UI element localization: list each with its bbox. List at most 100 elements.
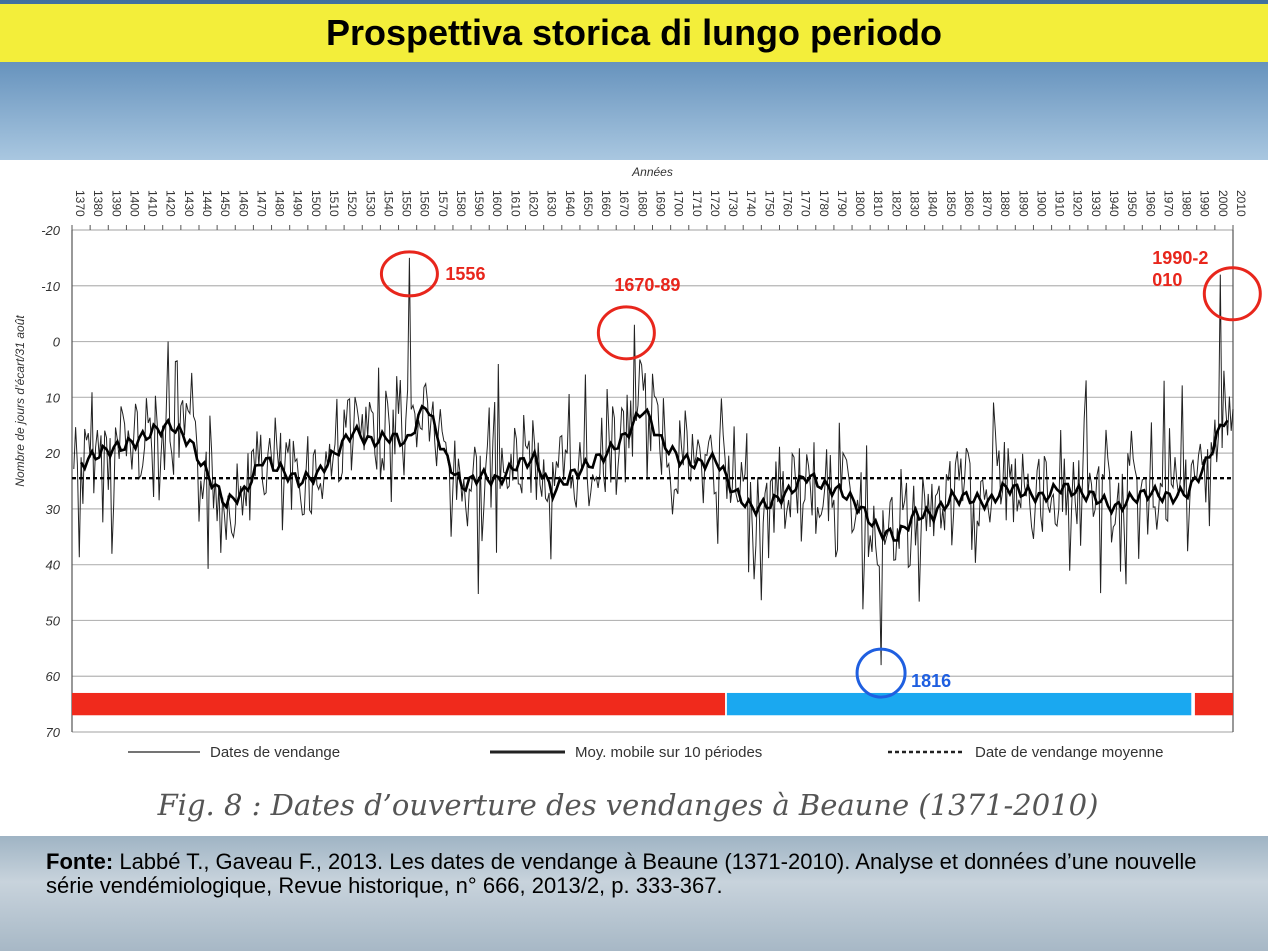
x-tick-label: 1830 — [907, 190, 921, 217]
period-band — [1194, 692, 1233, 716]
x-tick-label: 2010 — [1234, 190, 1248, 217]
x-tick-label: 1760 — [780, 190, 794, 217]
source-text: Labbé T., Gaveau F., 2013. Les dates de … — [46, 849, 1197, 898]
x-tick-label: 1440 — [200, 190, 214, 217]
x-tick-label: 1550 — [400, 190, 414, 217]
slide-title: Prospettiva storica di lungo periodo — [325, 12, 943, 53]
y-axis-title: Nombre de jours d’écart/31 août — [13, 315, 27, 487]
annotation-label: 1990-2 010 — [1152, 248, 1208, 290]
x-tick-label: 1660 — [599, 190, 613, 217]
x-tick-label: 1460 — [236, 190, 250, 217]
y-tick-label: 40 — [46, 558, 61, 573]
x-tick-label: 1590 — [472, 190, 486, 217]
annotation-label: 1816 — [911, 671, 951, 691]
x-tick-label: 1800 — [853, 190, 867, 217]
annotation-circle — [596, 305, 656, 361]
x-tick-label: 1680 — [635, 190, 649, 217]
y-tick-label: -20 — [41, 223, 61, 238]
x-tick-label: 1730 — [726, 190, 740, 217]
x-tick-label: 1880 — [998, 190, 1012, 217]
x-tick-label: 1910 — [1053, 190, 1067, 217]
x-tick-label: 1560 — [418, 190, 432, 217]
x-tick-label: 1520 — [345, 190, 359, 217]
x-tick-label: 1570 — [436, 190, 450, 217]
y-tick-label: 30 — [46, 502, 61, 517]
x-tick-label: 1950 — [1125, 190, 1139, 217]
legend-label: Date de vendange moyenne — [975, 744, 1163, 761]
x-tick-label: 1650 — [581, 190, 595, 217]
period-band — [726, 692, 1192, 716]
x-tick-label: 1710 — [690, 190, 704, 217]
y-tick-label: -10 — [41, 279, 61, 294]
x-tick-label: 2000 — [1216, 190, 1230, 217]
x-tick-label: 1640 — [563, 190, 577, 217]
x-tick-label: 1700 — [672, 190, 686, 217]
x-tick-label: 1600 — [490, 190, 504, 217]
x-tick-label: 1450 — [218, 190, 232, 217]
annotation-label-line: 010 — [1152, 270, 1182, 290]
x-tick-label: 1420 — [164, 190, 178, 217]
x-tick-label: 1530 — [363, 190, 377, 217]
chart: Années Nombre de jours d’écart/31 août -20… — [13, 165, 1262, 822]
y-tick-label: 70 — [46, 725, 61, 740]
x-tick-label: 1610 — [508, 190, 522, 217]
x-tick-label: 1810 — [871, 190, 885, 217]
x-tick-label: 1380 — [91, 190, 105, 217]
y-tick-label: 60 — [46, 669, 61, 684]
legend-label: Moy. mobile sur 10 périodes — [575, 744, 762, 761]
x-tick-label: 1790 — [835, 190, 849, 217]
x-tick-label: 1750 — [762, 190, 776, 217]
x-tick-label: 1620 — [527, 190, 541, 217]
annotation-circle — [855, 647, 907, 699]
x-tick-label: 1930 — [1089, 190, 1103, 217]
x-tick-label: 1410 — [146, 190, 160, 217]
annotation-circle — [1202, 266, 1262, 322]
y-tick-label: 20 — [45, 446, 61, 461]
y-tick-label: 0 — [53, 335, 61, 350]
annotation-label: 1556 — [445, 264, 485, 284]
figure-caption: Fig. 8 : Dates d’ouverture des vendanges… — [157, 788, 1099, 822]
x-tick-label: 1780 — [817, 190, 831, 217]
x-tick-label: 1480 — [273, 190, 287, 217]
x-tick-label: 1720 — [708, 190, 722, 217]
slide-title-bar: Prospettiva storica di lungo periodo — [0, 4, 1268, 62]
x-tick-label: 1920 — [1071, 190, 1085, 217]
annotation-label-line: 1556 — [445, 264, 485, 284]
annotation-label-line: 1990-2 — [1152, 248, 1208, 268]
x-tick-label: 1400 — [127, 190, 141, 217]
x-tick-label: 1390 — [109, 190, 123, 217]
y-tick-label: 50 — [46, 613, 61, 628]
source-label: Fonte: — [46, 849, 114, 874]
x-tick-label: 1770 — [799, 190, 813, 217]
x-tick-label: 1690 — [654, 190, 668, 217]
x-tick-label: 1580 — [454, 190, 468, 217]
cloud-background — [0, 836, 1268, 951]
x-axis-title: Années — [631, 165, 673, 179]
x-tick-label: 1430 — [182, 190, 196, 217]
x-tick-label: 1740 — [744, 190, 758, 217]
x-tick-label: 1540 — [381, 190, 395, 217]
x-tick-label: 1470 — [254, 190, 268, 217]
x-tick-label: 1940 — [1107, 190, 1121, 217]
x-tick-label: 1900 — [1034, 190, 1048, 217]
x-tick-label: 1510 — [327, 190, 341, 217]
annotation-label-line: 1816 — [911, 671, 951, 691]
x-tick-label: 1850 — [944, 190, 958, 217]
x-tick-label: 1970 — [1161, 190, 1175, 217]
x-tick-label: 1890 — [1016, 190, 1030, 217]
x-tick-label: 1490 — [291, 190, 305, 217]
x-tick-label: 1840 — [926, 190, 940, 217]
x-tick-label: 1960 — [1143, 190, 1157, 217]
figure-panel — [0, 160, 1268, 836]
source-citation: Fonte: Labbé T., Gaveau F., 2013. Les da… — [46, 850, 1226, 898]
x-tick-label: 1370 — [73, 190, 87, 217]
annotation-label-line: 1670-89 — [614, 275, 680, 295]
x-tick-label: 1990 — [1198, 190, 1212, 217]
period-band — [72, 692, 726, 716]
x-tick-label: 1820 — [889, 190, 903, 217]
x-tick-label: 1860 — [962, 190, 976, 217]
annual-dates-line — [73, 257, 1234, 666]
annotation-label: 1670-89 — [614, 275, 680, 295]
x-tick-label: 1670 — [617, 190, 631, 217]
x-tick-label: 1980 — [1180, 190, 1194, 217]
